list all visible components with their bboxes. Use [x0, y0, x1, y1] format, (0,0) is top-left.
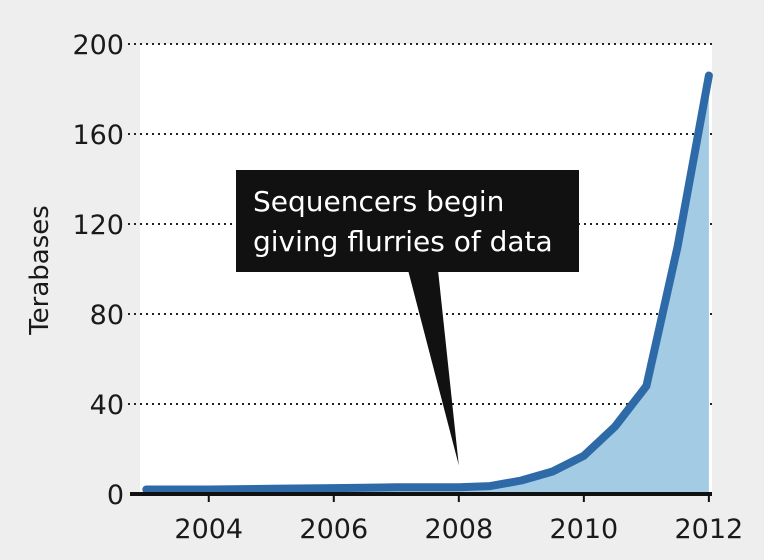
- annotation-callout: Sequencers begin giving flurries of data: [236, 170, 579, 466]
- x-tick-labels: 2004 2006 2008 2010 2012: [174, 494, 743, 545]
- grid-lines: [128, 43, 712, 405]
- y-tick-label: 80: [90, 300, 124, 331]
- x-tick-label: 2012: [675, 514, 744, 545]
- y-tick-label: 200: [72, 30, 124, 61]
- annotation-box: [236, 170, 579, 272]
- y-axis-label: Terabases: [25, 205, 55, 336]
- y-tick-label: 120: [72, 210, 124, 241]
- y-tick-label: 160: [72, 120, 124, 151]
- y-tick-label: 40: [90, 390, 124, 421]
- x-tick-label: 2008: [424, 514, 493, 545]
- annotation-pointer: [408, 270, 459, 466]
- y-tick-label: 0: [107, 480, 124, 511]
- y-tick-labels: 0 40 80 120 160 200: [72, 30, 124, 511]
- annotation-line-2: giving flurries of data: [253, 225, 553, 258]
- x-tick-label: 2006: [299, 514, 368, 545]
- annotation-line-1: Sequencers begin: [253, 185, 504, 218]
- series-area: [146, 75, 709, 494]
- series-line: [142, 71, 713, 494]
- x-tick-label: 2010: [549, 514, 618, 545]
- x-tick-label: 2004: [174, 514, 243, 545]
